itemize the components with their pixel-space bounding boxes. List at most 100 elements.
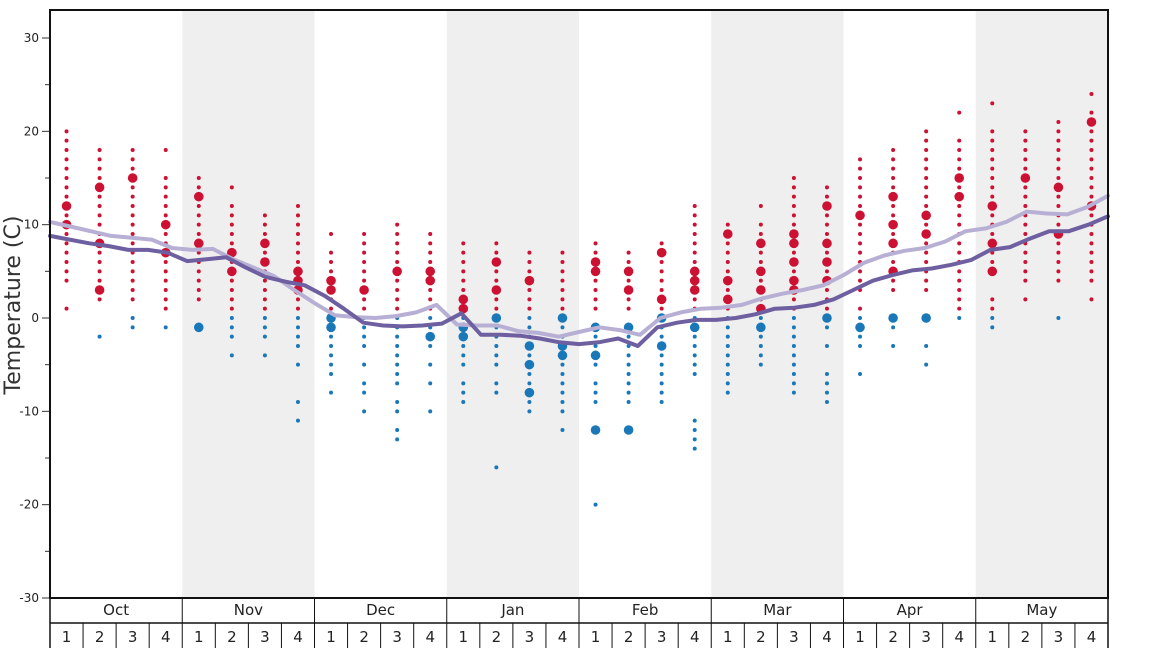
cold-dot xyxy=(524,341,535,351)
warm-dot xyxy=(1089,194,1094,199)
warm-dot xyxy=(891,176,896,180)
warm-dot xyxy=(262,278,267,283)
warm-dot xyxy=(1023,194,1028,199)
warm-dot xyxy=(692,222,697,227)
warm-dot xyxy=(1056,222,1061,227)
warm-dot xyxy=(924,278,929,283)
warm-dot xyxy=(725,288,730,292)
warm-dot xyxy=(623,266,634,277)
warm-dot xyxy=(494,297,499,302)
warm-dot xyxy=(990,129,995,134)
warm-dot xyxy=(1023,129,1028,134)
y-tick-label: -20 xyxy=(19,498,39,512)
warm-dot xyxy=(130,185,135,190)
warm-dot xyxy=(791,222,796,227)
warm-dot xyxy=(560,288,565,292)
cold-dot xyxy=(163,325,168,330)
week-label: 3 xyxy=(921,628,931,646)
warm-dot xyxy=(924,288,929,292)
cold-dot xyxy=(428,362,433,367)
cold-dot xyxy=(428,316,433,320)
warm-dot xyxy=(957,269,962,274)
cold-dot xyxy=(689,322,700,333)
warm-dot xyxy=(64,260,69,264)
warm-dot xyxy=(160,219,171,230)
month-shade-nov xyxy=(182,10,315,598)
cold-dot xyxy=(659,353,664,358)
warm-dot xyxy=(692,241,697,246)
warm-dot xyxy=(560,250,565,255)
week-label: 4 xyxy=(293,628,303,646)
cold-dot xyxy=(924,344,929,348)
cold-dot xyxy=(891,344,896,348)
cold-dot xyxy=(494,465,499,470)
cold-dot xyxy=(758,353,763,358)
warm-dot xyxy=(196,185,201,190)
warm-dot xyxy=(891,148,896,152)
warm-dot xyxy=(656,294,667,305)
cold-dot xyxy=(524,387,535,398)
warm-dot xyxy=(1089,241,1094,246)
warm-dot xyxy=(990,232,995,236)
warm-dot xyxy=(64,241,69,246)
cold-dot xyxy=(626,390,631,395)
warm-dot xyxy=(295,306,300,311)
warm-dot xyxy=(1023,260,1028,264)
warm-dot xyxy=(689,285,700,295)
warm-dot xyxy=(791,213,796,218)
warm-dot xyxy=(822,201,832,211)
warm-dot xyxy=(163,288,168,292)
month-label-jan: Jan xyxy=(500,601,524,619)
warm-dot xyxy=(163,306,168,311)
warm-dot xyxy=(329,260,334,264)
cold-dot xyxy=(262,325,267,330)
warm-dot xyxy=(789,275,799,286)
warm-dot xyxy=(97,204,102,208)
warm-dot xyxy=(64,213,69,218)
warm-dot xyxy=(692,297,697,302)
warm-dot xyxy=(1056,176,1061,180)
warm-dot xyxy=(362,278,367,283)
warm-dot xyxy=(957,222,962,227)
warm-dot xyxy=(130,278,135,283)
warm-dot xyxy=(824,213,829,218)
week-label: 4 xyxy=(1087,628,1097,646)
warm-dot xyxy=(924,166,929,171)
warm-dot xyxy=(527,250,532,255)
warm-dot xyxy=(127,173,138,183)
warm-dot xyxy=(791,185,796,190)
warm-dot xyxy=(990,194,995,199)
warm-dot xyxy=(295,297,300,302)
cold-dot xyxy=(362,362,367,367)
cold-dot xyxy=(855,322,865,333)
warm-dot xyxy=(888,191,898,202)
warm-dot xyxy=(229,185,234,190)
month-label-may: May xyxy=(1026,601,1057,619)
cold-dot xyxy=(461,400,466,404)
warm-dot xyxy=(295,241,300,246)
warm-dot xyxy=(494,269,499,274)
warm-dot xyxy=(791,204,796,208)
warm-dot xyxy=(756,285,766,295)
cold-dot xyxy=(590,350,601,361)
warm-dot xyxy=(1056,204,1061,208)
warm-dot xyxy=(1089,232,1094,236)
warm-dot xyxy=(924,138,929,143)
warm-dot xyxy=(924,185,929,190)
week-label: 2 xyxy=(888,628,898,646)
cold-dot xyxy=(725,353,730,358)
warm-dot xyxy=(494,278,499,283)
lower-trend-line xyxy=(48,214,1110,348)
warm-dot xyxy=(891,166,896,171)
warm-dot xyxy=(791,250,796,255)
cold-dot xyxy=(791,353,796,358)
warm-dot xyxy=(957,157,962,162)
warm-dot xyxy=(858,157,863,162)
warm-dot xyxy=(262,250,267,255)
warm-dot xyxy=(725,250,730,255)
cold-dot xyxy=(758,316,763,320)
warm-dot xyxy=(196,288,201,292)
warm-dot xyxy=(130,260,135,264)
warm-dot xyxy=(130,148,135,152)
warm-dot xyxy=(1089,176,1094,180)
